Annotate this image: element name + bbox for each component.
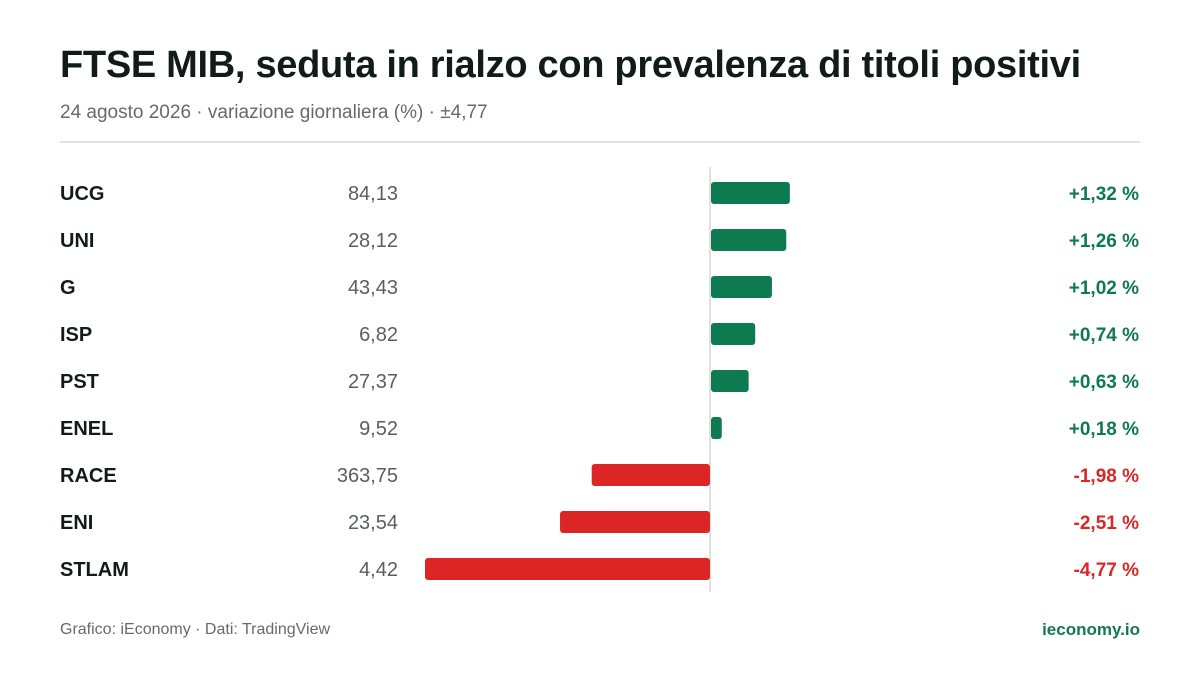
price-label: 6,82	[359, 324, 398, 346]
ticker-label: ENEL	[60, 418, 113, 440]
ticker-label: ENI	[60, 512, 93, 534]
change-value-label: +0,63 %	[1069, 372, 1139, 393]
change-value-label: -4,77 %	[1074, 560, 1140, 581]
ticker-label: UNI	[60, 230, 94, 252]
change-value-label: -2,51 %	[1074, 513, 1140, 534]
change-bar	[711, 417, 722, 439]
change-value-label: +0,18 %	[1069, 419, 1139, 440]
change-bar	[591, 464, 710, 486]
price-label: 4,42	[359, 559, 398, 581]
price-label: 9,52	[359, 418, 398, 440]
price-label: 27,37	[348, 371, 398, 393]
ticker-label: UCG	[60, 183, 104, 205]
change-value-label: +1,02 %	[1069, 278, 1139, 299]
change-value-label: +0,74 %	[1069, 325, 1139, 346]
ticker-label: ISP	[60, 324, 92, 346]
change-value-label: +1,26 %	[1069, 231, 1139, 252]
price-label: 43,43	[348, 277, 398, 299]
price-label: 28,12	[348, 230, 398, 252]
chart-subtitle: 24 agosto 2026 · variazione giornaliera …	[60, 102, 488, 123]
change-bar	[425, 558, 710, 580]
header-divider	[60, 141, 1140, 143]
change-bar	[711, 229, 787, 251]
price-label: 363,75	[337, 465, 398, 487]
price-label: 84,13	[348, 183, 398, 205]
change-value-label: -1,98 %	[1074, 466, 1140, 487]
ticker-label: PST	[60, 371, 99, 393]
change-bar	[560, 511, 710, 533]
ticker-label: STLAM	[60, 559, 129, 581]
change-bar	[711, 276, 772, 298]
ticker-label: RACE	[60, 465, 117, 487]
price-label: 23,54	[348, 512, 398, 534]
change-bar	[711, 182, 790, 204]
brand-link[interactable]: ieconomy.io	[1042, 620, 1140, 639]
source-credit: Grafico: iEconomy · Dati: TradingView	[60, 621, 331, 638]
ticker-label: G	[60, 277, 76, 299]
change-bar	[711, 370, 749, 392]
chart-title: FTSE MIB, seduta in rialzo con prevalenz…	[60, 44, 1081, 86]
change-value-label: +1,32 %	[1069, 184, 1139, 205]
change-bar	[711, 323, 756, 345]
